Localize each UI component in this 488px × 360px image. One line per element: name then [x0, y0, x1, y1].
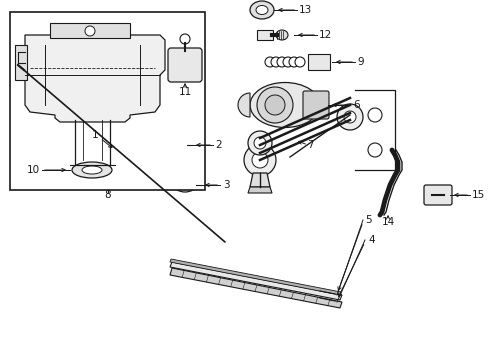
- Bar: [50, 23, 130, 38]
- Ellipse shape: [249, 1, 273, 19]
- Circle shape: [247, 131, 271, 155]
- Ellipse shape: [256, 5, 267, 14]
- Ellipse shape: [174, 178, 196, 192]
- Circle shape: [283, 57, 292, 67]
- Ellipse shape: [275, 30, 287, 40]
- Text: 6: 6: [352, 100, 359, 110]
- Bar: [15, 45, 27, 80]
- Bar: [257, 30, 272, 40]
- Ellipse shape: [168, 140, 181, 149]
- Text: 13: 13: [298, 5, 312, 15]
- Text: 1: 1: [92, 130, 98, 140]
- Text: 2: 2: [215, 140, 221, 150]
- Circle shape: [180, 34, 190, 44]
- Ellipse shape: [179, 181, 191, 189]
- Circle shape: [253, 137, 265, 149]
- Polygon shape: [249, 173, 269, 187]
- Text: 10: 10: [27, 165, 40, 175]
- Circle shape: [367, 108, 381, 122]
- Circle shape: [85, 26, 95, 36]
- Circle shape: [336, 104, 362, 130]
- Text: 14: 14: [381, 217, 394, 227]
- Polygon shape: [170, 268, 341, 308]
- Circle shape: [257, 87, 292, 123]
- Polygon shape: [247, 187, 271, 193]
- Polygon shape: [25, 35, 164, 122]
- Circle shape: [288, 57, 298, 67]
- Ellipse shape: [163, 137, 186, 153]
- Circle shape: [251, 152, 267, 168]
- Text: 4: 4: [367, 235, 374, 245]
- Circle shape: [270, 57, 281, 67]
- Ellipse shape: [72, 162, 112, 178]
- Ellipse shape: [82, 166, 102, 174]
- Text: 11: 11: [178, 87, 191, 97]
- Polygon shape: [170, 262, 341, 300]
- Circle shape: [264, 95, 285, 115]
- Circle shape: [367, 143, 381, 157]
- FancyBboxPatch shape: [303, 91, 328, 119]
- Bar: [307, 54, 329, 70]
- Polygon shape: [170, 259, 340, 295]
- Ellipse shape: [249, 82, 319, 127]
- Text: 3: 3: [223, 180, 229, 190]
- Text: 7: 7: [306, 140, 313, 150]
- FancyBboxPatch shape: [168, 48, 202, 82]
- Circle shape: [276, 57, 286, 67]
- Text: 12: 12: [318, 30, 331, 40]
- FancyBboxPatch shape: [423, 185, 451, 205]
- Circle shape: [264, 57, 274, 67]
- Circle shape: [294, 57, 305, 67]
- Circle shape: [244, 144, 275, 176]
- Text: 9: 9: [356, 57, 363, 67]
- Wedge shape: [238, 93, 249, 117]
- Bar: [10, 12, 204, 190]
- Text: 5: 5: [364, 215, 371, 225]
- Text: 8: 8: [104, 190, 111, 200]
- Circle shape: [343, 111, 355, 123]
- Text: 15: 15: [471, 190, 484, 200]
